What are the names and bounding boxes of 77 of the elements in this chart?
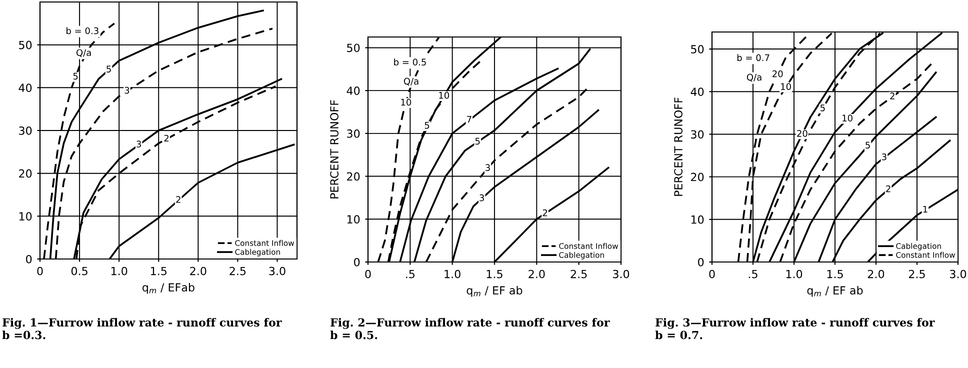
annotation: 2	[176, 196, 180, 203]
x-tick-label: 2.0	[528, 270, 545, 278]
x-tick-label: 1.5	[151, 266, 166, 276]
annotation: 10	[842, 114, 852, 122]
annotation: 5	[820, 104, 825, 112]
y-tick-label: 0	[698, 258, 704, 266]
annotation: 20	[772, 70, 783, 78]
annotation: 3	[124, 86, 130, 94]
y-tick-label: 40	[690, 88, 704, 96]
x-tick-label: 2.0	[868, 270, 884, 278]
x-tick-label: .5	[406, 270, 414, 278]
x-axis-title: q$_{m}$ / EF ab	[466, 286, 522, 297]
annotation: 2	[164, 134, 168, 142]
y-tick-label: 40	[346, 86, 360, 95]
annotation: Q/a	[76, 49, 91, 58]
x-tick-label: 1.0	[444, 270, 460, 278]
annotation: 10	[781, 83, 791, 90]
annotation: Q/a	[404, 78, 418, 86]
annotation: 2	[886, 185, 890, 192]
y-tick-label: 20	[691, 172, 704, 182]
y-tick-label: 50	[347, 44, 360, 52]
y-tick-label: 10	[347, 215, 360, 224]
x-tick-label: 3.0	[613, 270, 630, 278]
annotation: 3	[136, 140, 141, 148]
y-axis-title: PERCENT RUNOFF	[674, 98, 683, 196]
x-axis-title: q$_{m}$ / EFab	[142, 282, 194, 294]
annotation: 1	[923, 206, 928, 213]
annotation: Q/a	[746, 74, 762, 82]
annotation: b = 0.5	[394, 58, 426, 66]
annotation: 5	[73, 72, 78, 80]
annotation: 20	[797, 130, 808, 137]
x-axis-title: q$_{m}$ / EF ab	[807, 286, 863, 297]
x-tick-label: 1.0	[111, 266, 128, 276]
annotation: b = 0.3	[66, 27, 98, 34]
x-tick-label: 2.0	[190, 266, 206, 276]
x-tick-label: 3.0	[269, 266, 286, 276]
x-tick-label: 2.5	[570, 270, 587, 278]
x-tick-label: 0	[37, 266, 43, 276]
annotation: 10	[401, 98, 412, 106]
annotation: 5	[106, 66, 111, 73]
annotation: 7	[467, 116, 472, 123]
y-tick-label: 10	[691, 215, 704, 224]
y-tick-label: 30	[691, 130, 704, 139]
y-tick-label: 30	[347, 129, 360, 138]
x-tick-label: 0	[709, 270, 715, 278]
x-tick-label: 1.0	[786, 270, 802, 278]
y-tick-label: 20	[347, 172, 360, 181]
y-tick-label: 30	[19, 126, 32, 135]
annotation: 2	[542, 209, 548, 216]
x-tick-label: 2.5	[908, 270, 925, 278]
text: Fig. 2—Furrow inflow rate - runoff curves for b = 0.5.	[330, 318, 610, 340]
y-tick-label: 50	[19, 40, 32, 50]
annotation: 2	[890, 92, 894, 100]
annotation: 10	[439, 92, 450, 99]
text: Fig. 3—Furrow inflow rate - runoff curves for b = 0.7.	[655, 318, 935, 340]
x-tick-label: 0.5	[71, 266, 88, 276]
annotation: 3	[486, 164, 490, 171]
y-tick-label: 0	[354, 258, 360, 266]
annotation: 3	[882, 153, 886, 160]
annotation: 5	[424, 122, 430, 129]
y-tick-label: 0	[26, 254, 32, 264]
x-tick-label: 2.5	[230, 266, 246, 276]
y-tick-label: 40	[18, 84, 32, 92]
x-tick-label: 3.0	[950, 270, 966, 278]
y-tick-label: 10	[19, 212, 32, 221]
y-tick-label: 20	[19, 169, 32, 178]
annotation: 3	[480, 194, 484, 202]
annotation: b = 0.7	[737, 54, 770, 62]
x-tick-label: 1.5	[486, 270, 502, 278]
y-axis-title: PERCENT RUNOFF	[330, 100, 339, 198]
x-tick-label: 0	[365, 270, 371, 278]
annotation: 5	[866, 142, 870, 149]
annotation: 5	[475, 138, 480, 145]
y-tick-label: 50	[691, 45, 704, 54]
x-tick-label: 1.5	[827, 270, 843, 278]
text: Fig. 1—Furrow inflow rate - runoff curves for b =0.3.	[2, 318, 282, 340]
x-tick-label: .5	[748, 270, 758, 278]
